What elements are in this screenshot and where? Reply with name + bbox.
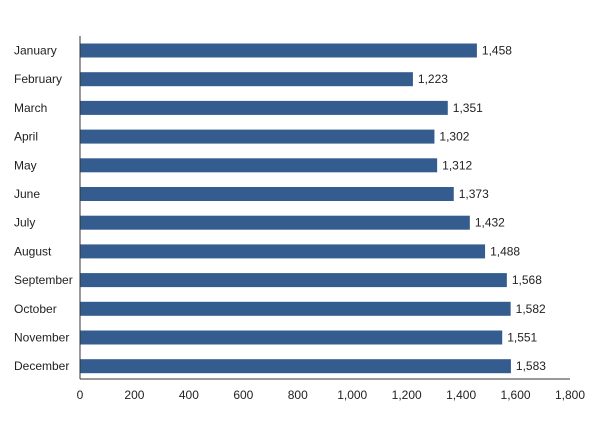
category-label: December [14, 359, 69, 373]
x-tick-label: 600 [233, 388, 253, 402]
bar [80, 273, 507, 288]
value-label: 1,488 [490, 244, 520, 258]
value-label: 1,373 [459, 187, 489, 201]
category-label: April [14, 130, 38, 144]
bar [80, 100, 448, 115]
x-tick-label: 1,400 [446, 388, 476, 402]
value-label: 1,351 [453, 101, 483, 115]
category-label: August [14, 244, 52, 258]
bar [80, 244, 486, 259]
bars-group [80, 43, 511, 374]
value-label: 1,223 [418, 72, 448, 86]
value-label: 1,551 [507, 331, 537, 345]
bar [80, 187, 454, 201]
category-label: January [14, 44, 57, 58]
bar [80, 359, 511, 374]
bar [80, 129, 435, 144]
bar [80, 158, 438, 173]
value-label: 1,312 [442, 158, 472, 172]
value-label: 1,568 [512, 273, 542, 287]
bar [80, 215, 470, 230]
x-tick-label: 200 [124, 388, 144, 402]
category-label: May [14, 158, 37, 172]
x-tick-label: 1,200 [392, 388, 422, 402]
x-tick-label: 1,800 [555, 388, 585, 402]
category-label: September [14, 273, 73, 287]
bar [80, 301, 511, 316]
value-label: 1,583 [516, 359, 546, 373]
x-tick-label: 1,600 [501, 388, 531, 402]
x-tick-labels: 0 200 400 600 800 1,000 1,200 1,400 1,600 1,800 [77, 388, 586, 402]
category-label: October [14, 302, 57, 316]
x-tick-label: 800 [288, 388, 308, 402]
x-tick-label: 1,000 [337, 388, 367, 402]
value-labels: 1,458 1,223 1,351 1,302 1,312 1,373 1,432 1,488… [418, 44, 546, 374]
category-label: June [14, 187, 40, 201]
category-label: November [14, 331, 69, 345]
category-labels: January February March April May June July Augu… [14, 44, 73, 374]
value-label: 1,582 [516, 302, 546, 316]
x-tick-label: 400 [179, 388, 199, 402]
value-label: 1,432 [475, 216, 505, 230]
category-label: March [14, 101, 47, 115]
bar [80, 330, 503, 345]
bar [80, 43, 477, 58]
category-label: February [14, 72, 62, 86]
value-label: 1,458 [482, 44, 512, 58]
category-label: July [14, 216, 35, 230]
bar [80, 72, 413, 87]
value-label: 1,302 [439, 130, 469, 144]
x-tick-label: 0 [77, 388, 84, 402]
